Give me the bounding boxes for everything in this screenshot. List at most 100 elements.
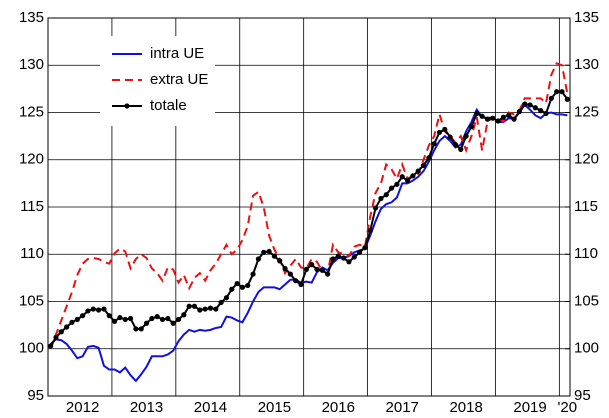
series-marker	[357, 249, 363, 255]
series-marker	[452, 142, 459, 148]
series-marker	[516, 108, 522, 115]
series-marker	[53, 334, 59, 341]
x-tick-label: 2016	[322, 399, 355, 416]
y-tick-label: 125	[19, 103, 44, 120]
legend-label: extra UE	[150, 71, 208, 88]
y-tick-label: 105	[19, 292, 44, 309]
series-marker	[202, 306, 208, 312]
series-marker	[277, 258, 283, 264]
series-marker	[48, 343, 54, 349]
series-marker	[479, 113, 485, 119]
series-marker	[127, 315, 134, 322]
series-marker	[245, 282, 251, 289]
series-marker	[548, 95, 554, 101]
series-marker	[474, 110, 480, 117]
y2-tick-label: 115	[574, 198, 598, 215]
y2-tick-label: 110	[574, 245, 598, 262]
x-tick-label: 2019	[513, 399, 546, 416]
legend-label: totale	[150, 97, 187, 114]
series-marker	[314, 266, 320, 272]
series-marker	[207, 305, 214, 311]
series-marker	[335, 253, 341, 259]
series-marker	[85, 308, 91, 314]
series-marker	[404, 177, 411, 184]
x-tick-label: 2017	[386, 399, 419, 416]
series-marker	[543, 110, 549, 117]
series-marker	[410, 173, 416, 179]
series-marker	[229, 286, 235, 292]
y-tick-label: 120	[19, 151, 44, 168]
series-marker	[101, 306, 107, 312]
series-marker	[436, 129, 443, 135]
legend-label: intra UE	[150, 45, 204, 62]
series-marker	[143, 320, 150, 326]
series-marker	[255, 256, 261, 262]
series-marker	[325, 271, 331, 277]
series-marker	[500, 114, 507, 120]
series-marker	[64, 324, 70, 330]
series-marker	[261, 249, 267, 255]
series-marker	[367, 228, 373, 234]
series-marker	[420, 162, 427, 169]
series-marker	[511, 116, 517, 122]
series-marker	[495, 118, 501, 124]
series-marker	[346, 259, 352, 265]
series-marker	[532, 105, 538, 111]
x-tick-label: '20	[558, 399, 578, 416]
series-marker	[165, 315, 171, 322]
series-marker	[383, 192, 389, 198]
series-marker	[170, 320, 176, 326]
y-tick-label: 95	[27, 387, 44, 404]
series-marker	[490, 115, 496, 121]
series-marker	[191, 303, 198, 309]
series-marker	[159, 316, 166, 323]
series-marker	[287, 271, 293, 277]
series-marker	[271, 253, 277, 259]
x-tick-label: 2012	[66, 399, 99, 416]
series-marker	[415, 168, 421, 174]
series-marker	[468, 124, 475, 130]
series-marker	[181, 312, 187, 318]
series-marker	[293, 278, 299, 284]
series-marker	[362, 245, 368, 251]
series-marker	[213, 306, 219, 312]
series-marker	[330, 256, 336, 262]
series-marker	[133, 326, 139, 332]
series-marker	[341, 255, 347, 261]
series-line	[49, 103, 568, 383]
series-marker	[282, 265, 288, 272]
series-marker	[96, 307, 102, 313]
y-tick-label: 110	[20, 245, 44, 262]
y2-tick-label: 105	[574, 292, 599, 309]
series-marker	[303, 266, 309, 272]
series-marker	[442, 126, 448, 133]
series-marker	[522, 101, 528, 107]
series-marker	[298, 281, 304, 288]
x-tick-label: 2014	[194, 399, 227, 416]
y2-tick-label: 120	[574, 151, 599, 168]
series-line	[49, 90, 569, 347]
y2-tick-label: 135	[574, 9, 599, 26]
series-marker	[394, 181, 400, 187]
series-marker	[426, 155, 432, 161]
series-marker	[351, 254, 357, 260]
series-marker	[309, 262, 315, 268]
y-tick-label: 100	[19, 340, 44, 357]
series-marker	[149, 315, 155, 322]
y2-tick-label: 125	[574, 103, 599, 120]
legend-marker	[124, 103, 130, 109]
x-tick-label: 2018	[449, 399, 482, 416]
series-marker	[223, 295, 230, 301]
series-marker	[564, 96, 570, 102]
series-marker	[506, 112, 512, 118]
y2-tick-label: 100	[574, 340, 599, 357]
series-marker	[538, 108, 544, 114]
series-marker	[74, 316, 80, 323]
series-marker	[239, 284, 246, 290]
series-marker	[175, 316, 182, 323]
series-marker	[388, 185, 395, 191]
plot-frame	[47, 17, 571, 397]
y-tick-label: 115	[20, 198, 44, 215]
x-tick-label: 2013	[130, 399, 163, 416]
series-marker	[554, 89, 560, 95]
